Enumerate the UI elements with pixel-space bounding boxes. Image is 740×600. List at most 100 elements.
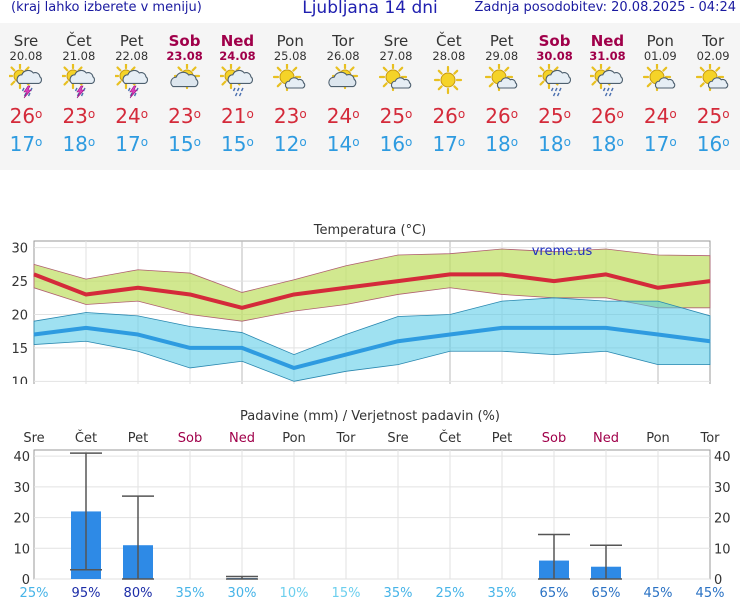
- precip-probability: 25%: [436, 586, 465, 600]
- precip-probability: 25%: [20, 586, 49, 600]
- last-update: Zadnja posodobitev: 20.08.2025 - 04:24: [474, 0, 736, 15]
- temp-min: 18o: [538, 132, 571, 156]
- min-temp-point: [189, 347, 191, 349]
- day-forecast[interactable]: Sre 27.08 25o 16o: [370, 23, 422, 158]
- day-forecast[interactable]: Pet 22.08 24o 17o: [106, 23, 158, 158]
- x-tick-label: Čet: [75, 430, 97, 446]
- temp-min: 15o: [168, 132, 201, 156]
- x-tick-label: Čet: [439, 430, 461, 446]
- max-temp-point: [137, 287, 139, 289]
- day-forecast[interactable]: Ned 31.08 26o 18o: [581, 23, 633, 158]
- temp-max: 24o: [643, 104, 677, 128]
- day-date: 21.08: [62, 49, 96, 63]
- day-forecast[interactable]: Sre 20.08 26o 17o: [0, 23, 52, 158]
- day-date: 22.08: [115, 49, 149, 63]
- min-temp-point: [397, 340, 399, 342]
- temp-min: 18o: [62, 132, 96, 156]
- max-temp-point: [345, 287, 347, 289]
- y-tick-label-right: 0: [714, 573, 722, 588]
- day-name: Sob: [538, 32, 571, 50]
- chart-title: Temperatura (°C): [313, 223, 426, 238]
- temp-min: 17o: [432, 132, 466, 156]
- precipitation-chart: Padavine (mm) / Verjetnost padavin (%) Sr…: [13, 409, 731, 600]
- day-name: Sob: [168, 32, 201, 50]
- min-temp-point: [709, 340, 711, 342]
- day-date: 29.08: [485, 49, 519, 63]
- temp-max: 21o: [221, 104, 254, 128]
- precip-probability: 45%: [696, 586, 725, 600]
- y-tick-label: 10: [11, 375, 28, 384]
- min-temp-point: [553, 327, 555, 329]
- day-forecast[interactable]: Sob 23.08 23o 15o: [159, 23, 211, 158]
- y-tick-label: 0: [22, 573, 30, 588]
- day-forecast[interactable]: Tor 02.09 25o 16o: [687, 23, 739, 158]
- max-temp-point: [657, 287, 659, 289]
- daily-forecast-strip: Sre 20.08 26o 17o Čet 21.08 23o 18o Pet 22.08 24o 1…: [0, 23, 740, 170]
- day-name: Ned: [220, 32, 255, 50]
- day-name: Tor: [332, 32, 355, 50]
- day-date: 27.08: [379, 49, 413, 63]
- temp-max: 24o: [115, 104, 149, 128]
- day-date: 02.09: [696, 49, 730, 63]
- min-temp-line: [33, 325, 711, 370]
- y-tick-label: 20: [13, 512, 30, 527]
- day-forecast[interactable]: Pon 25.08 23o 12o: [264, 23, 316, 158]
- x-tick-label: Sre: [23, 431, 44, 446]
- temp-max: 23o: [168, 104, 201, 128]
- x-tick-label: Sob: [542, 431, 566, 446]
- min-temp-point: [605, 327, 607, 329]
- day-forecast[interactable]: Ned 24.08 21o 15o: [211, 23, 263, 158]
- day-name: Pet: [119, 32, 144, 50]
- temp-max: 26o: [432, 104, 466, 128]
- sun-icon: [423, 64, 475, 100]
- sun-cloud-rain-storm-icon: [0, 64, 52, 100]
- y-tick-label-right: 30: [714, 481, 731, 496]
- y-tick-label-right: 40: [714, 450, 731, 465]
- precip-probability: 65%: [592, 586, 621, 600]
- precip-probability: 35%: [488, 586, 517, 600]
- temp-min: 17o: [115, 132, 149, 156]
- temp-min: 14o: [326, 132, 360, 156]
- min-temp-point: [501, 327, 503, 329]
- location-menu-hint[interactable]: (kraj lahko izberete v meniju): [11, 0, 202, 15]
- day-forecast[interactable]: Sob 30.08 25o 18o: [529, 23, 581, 158]
- temp-min: 12o: [273, 132, 307, 156]
- max-temp-point: [501, 273, 503, 275]
- y-tick-label: 40: [13, 450, 30, 465]
- y-tick-label-right: 10: [714, 542, 731, 557]
- y-tick-label: 20: [11, 309, 28, 324]
- min-temp-point: [85, 327, 87, 329]
- precip-probability: 45%: [644, 586, 673, 600]
- y-tick-label: 30: [11, 242, 28, 257]
- day-forecast[interactable]: Čet 21.08 23o 18o: [53, 23, 105, 158]
- x-tick-label: Tor: [335, 431, 356, 446]
- day-forecast[interactable]: Pet 29.08 26o 18o: [476, 23, 528, 158]
- precip-probability: 10%: [280, 586, 309, 600]
- x-tick-label: Pon: [282, 431, 306, 446]
- sun-small-cloud-icon: [370, 64, 422, 100]
- temp-min: 16o: [696, 132, 730, 156]
- min-temp-range: [33, 297, 711, 382]
- day-forecast[interactable]: Čet 28.08 26o 17o: [423, 23, 475, 158]
- page-title: Ljubljana 14 dni: [302, 0, 438, 18]
- temp-max: 25o: [379, 104, 413, 128]
- x-tick-label: Pet: [492, 431, 512, 446]
- temp-min: 17o: [9, 132, 43, 156]
- min-temp-point: [137, 334, 139, 336]
- day-forecast[interactable]: Pon 01.09 24o 17o: [634, 23, 686, 158]
- temp-min: 15o: [221, 132, 254, 156]
- temp-min: 18o: [485, 132, 519, 156]
- day-forecast[interactable]: Tor 26.08 24o 14o: [317, 23, 369, 158]
- temp-min: 16o: [379, 132, 413, 156]
- x-tick-label: Ned: [593, 431, 619, 446]
- max-temp-point: [553, 280, 555, 282]
- temp-max: 26o: [591, 104, 624, 128]
- day-name: Pon: [646, 32, 674, 50]
- max-temp-point: [709, 280, 711, 282]
- x-tick-label: Sob: [178, 431, 202, 446]
- day-date: 30.08: [536, 49, 573, 63]
- max-temp-point: [33, 273, 35, 275]
- temp-max: 24o: [326, 104, 360, 128]
- day-date: 26.08: [326, 49, 360, 63]
- precip-probability: 35%: [384, 586, 413, 600]
